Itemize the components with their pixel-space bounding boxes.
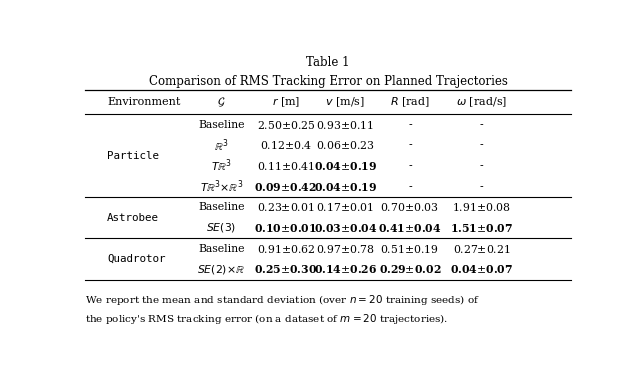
Text: 0.04$\pm$0.07: 0.04$\pm$0.07 (450, 263, 513, 275)
Text: -: - (480, 161, 484, 171)
Text: $T\mathbb{R}^3{\times}\mathbb{R}^3$: $T\mathbb{R}^3{\times}\mathbb{R}^3$ (200, 178, 243, 195)
Text: Baseline: Baseline (198, 244, 244, 254)
Text: Comparison of RMS Tracking Error on Planned Trajectories: Comparison of RMS Tracking Error on Plan… (148, 75, 508, 88)
Text: -: - (480, 140, 484, 150)
Text: Quadrotor: Quadrotor (108, 254, 166, 264)
Text: Astrobee: Astrobee (108, 213, 159, 223)
Text: -: - (480, 120, 484, 129)
Text: 1.51$\pm$0.07: 1.51$\pm$0.07 (450, 222, 513, 234)
Text: 0.91$\pm$0.62: 0.91$\pm$0.62 (257, 243, 315, 255)
Text: 0.41$\pm$0.04: 0.41$\pm$0.04 (378, 222, 442, 234)
Text: 0.70$\pm$0.03: 0.70$\pm$0.03 (380, 201, 439, 213)
Text: 0.03$\pm$0.04: 0.03$\pm$0.04 (314, 222, 377, 234)
Text: 0.04$\pm$0.19: 0.04$\pm$0.19 (314, 160, 377, 172)
Text: -: - (408, 120, 412, 129)
Text: 0.10$\pm$0.01: 0.10$\pm$0.01 (254, 222, 317, 234)
Text: -: - (408, 182, 412, 192)
Text: 2.50$\pm$0.25: 2.50$\pm$0.25 (257, 119, 315, 131)
Text: Baseline: Baseline (198, 120, 244, 129)
Text: 0.27$\pm$0.21: 0.27$\pm$0.21 (453, 243, 511, 255)
Text: 0.23$\pm$0.01: 0.23$\pm$0.01 (257, 201, 315, 213)
Text: $\mathbb{R}^3$: $\mathbb{R}^3$ (214, 137, 228, 154)
Text: $r$ [m]: $r$ [m] (271, 95, 300, 109)
Text: Baseline: Baseline (198, 202, 244, 212)
Text: $R$ [rad]: $R$ [rad] (390, 95, 430, 109)
Text: 0.29$\pm$0.02: 0.29$\pm$0.02 (379, 263, 441, 275)
Text: $SE(2){\times}\mathbb{R}$: $SE(2){\times}\mathbb{R}$ (198, 263, 245, 276)
Text: -: - (408, 161, 412, 171)
Text: 0.93$\pm$0.11: 0.93$\pm$0.11 (316, 119, 374, 131)
Text: 0.04$\pm$0.19: 0.04$\pm$0.19 (314, 181, 377, 192)
Text: -: - (480, 182, 484, 192)
Text: 0.11$\pm$0.41: 0.11$\pm$0.41 (257, 160, 315, 172)
Text: $\omega$ [rad/s]: $\omega$ [rad/s] (456, 95, 508, 109)
Text: 0.17$\pm$0.01: 0.17$\pm$0.01 (316, 201, 374, 213)
Text: -: - (408, 140, 412, 150)
Text: 0.51$\pm$0.19: 0.51$\pm$0.19 (380, 243, 439, 255)
Text: 0.06$\pm$0.23: 0.06$\pm$0.23 (316, 139, 374, 151)
Text: $SE(3)$: $SE(3)$ (206, 222, 236, 235)
Text: 1.91$\pm$0.08: 1.91$\pm$0.08 (452, 201, 511, 213)
Text: We report the mean and standard deviation (over $n = 20$ training seeds) of: We report the mean and standard deviatio… (85, 293, 480, 307)
Text: $v$ [m/s]: $v$ [m/s] (325, 95, 365, 109)
Text: 0.12$\pm$0.4: 0.12$\pm$0.4 (260, 139, 312, 151)
Text: Table 1: Table 1 (307, 56, 349, 69)
Text: $\mathcal{G}$: $\mathcal{G}$ (217, 95, 225, 109)
Text: 0.09$\pm$0.42: 0.09$\pm$0.42 (254, 181, 317, 192)
Text: Particle: Particle (108, 151, 159, 161)
Text: $T\mathbb{R}^3$: $T\mathbb{R}^3$ (211, 158, 232, 174)
Text: 0.97$\pm$0.78: 0.97$\pm$0.78 (316, 243, 375, 255)
Text: 0.14$\pm$0.26: 0.14$\pm$0.26 (314, 263, 377, 275)
Text: 0.25$\pm$0.30: 0.25$\pm$0.30 (254, 263, 317, 275)
Text: the policy's RMS tracking error (on a dataset of $m = 20$ trajectories).: the policy's RMS tracking error (on a da… (85, 312, 448, 326)
Text: Environment: Environment (108, 97, 180, 107)
